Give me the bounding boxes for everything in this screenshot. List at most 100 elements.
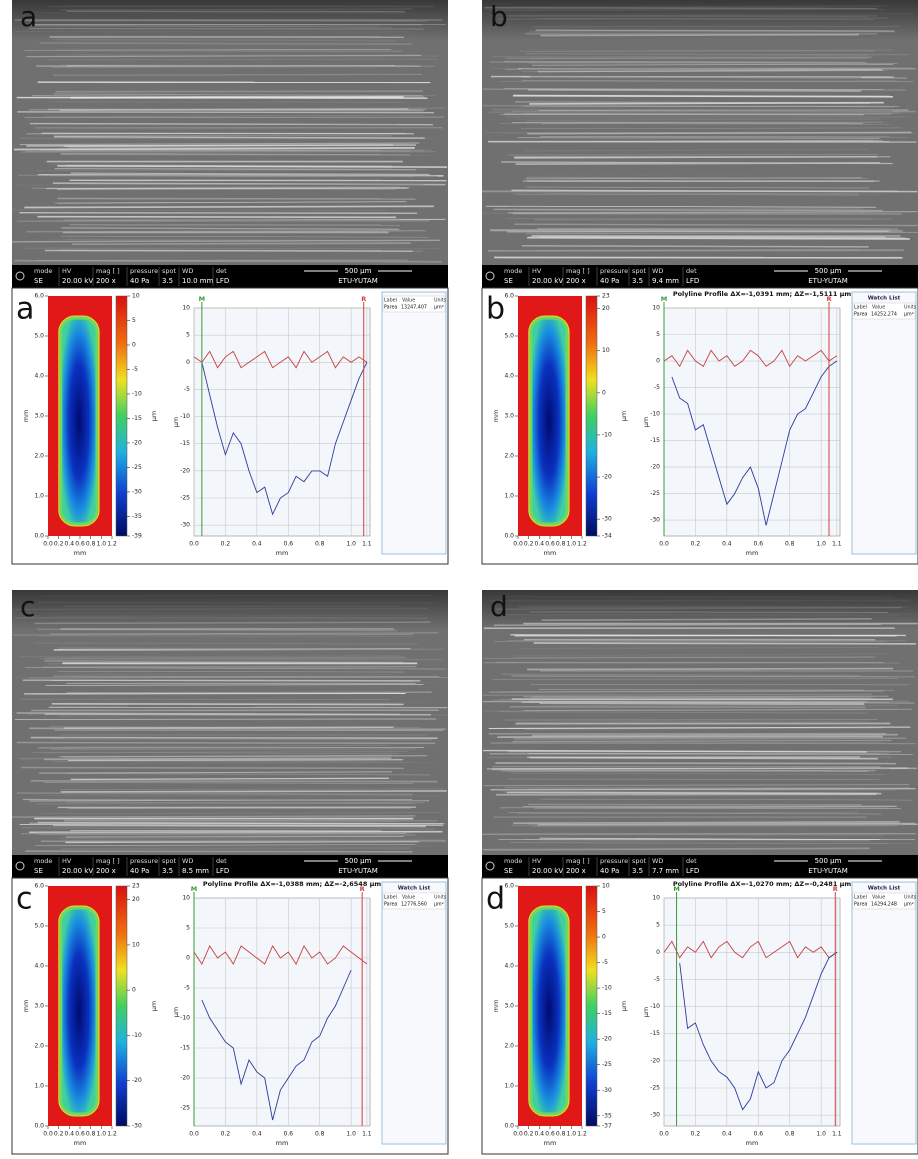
sem-shade [12,590,448,630]
colorbar-tick-label: -10 [132,1032,142,1039]
pit-region [531,908,567,1114]
y-tick-label: 5.0 [34,923,44,930]
sem-label: mag [ ] [566,267,590,275]
colorbar-tick-label: 10 [602,347,610,354]
sem-streak [534,219,891,220]
colorbar-label: μm [150,411,158,421]
sem-streak [54,739,432,740]
x-tick-label: 1.0 [567,1131,577,1138]
panel-letter: b [490,0,508,33]
colorbar-tick-label: -30 [132,1123,142,1130]
colorbar-tick-label: -10 [602,431,612,438]
watch-list-header: Label [384,895,397,901]
y-tick-label: -25 [650,1085,660,1092]
x-tick-label: 0.0 [43,1131,53,1138]
scale-bar-label: 500 μm [345,267,372,275]
colorbar [586,296,597,536]
sem-streak [24,206,433,207]
x-tick-label: 0.4 [252,1131,262,1138]
colorbar-tick-label: 0 [132,341,136,348]
y-tick-label: 10 [182,305,190,312]
sem-value: 9.4 mm [652,277,679,285]
y-tick-label: 0.0 [34,1123,44,1130]
scale-bar-label: 500 μm [345,857,372,865]
x-axis-label: mm [276,1139,289,1147]
x-axis-label: mm [746,549,759,557]
x-tick-label: 0.6 [75,541,85,548]
x-tick-label: 0.4 [65,1131,75,1138]
watch-list-header: Value [872,895,885,901]
sem-streak [40,150,425,151]
sem-value: LFD [686,867,699,875]
y-tick-label: -15 [650,437,660,444]
sem-label: HV [62,857,72,865]
y-axis-label: μm [642,1007,650,1017]
sem-streak [62,848,411,849]
panel-letter: d [490,590,508,623]
x-tick-label: 0.6 [754,541,764,548]
sem-label: spot [162,857,176,865]
colorbar-tick-label: 10 [602,883,610,890]
facility: ETU-YUTAM [338,277,377,285]
sem-streak [512,676,915,677]
y-tick-label: 5 [656,922,660,929]
watch-list-cell: μm² [434,306,444,311]
sem-value: SE [34,277,43,285]
y-tick-label: 4.0 [504,373,514,380]
colorbar-tick-label: 0 [132,987,136,994]
colorbar-tick-label: 20 [132,896,140,903]
sem-label: mode [504,857,522,865]
facility: ETU-YUTAM [808,867,847,875]
sem-streak [25,851,412,852]
watch-list-header: Units [434,298,447,304]
x-tick-label: 1.1 [832,1131,842,1138]
colorbar-tick-label: 5 [132,317,136,324]
colorbar-tick-label: -35 [602,1112,612,1119]
watch-list-cell: 14252,274 [871,312,897,318]
watch-list-header: Label [854,895,867,901]
sem-value: LFD [686,277,699,285]
sem-streak [530,77,861,78]
watch-list-header: Units [434,895,447,901]
watch-list-cell: 13247,407 [401,305,427,311]
sem-streak [19,213,417,214]
panel-letter: c [16,882,33,917]
sem-streak [514,738,906,739]
sem-streak [67,692,432,693]
x-tick-label: 1.0 [97,1131,107,1138]
x-tick-label: 0.2 [524,541,534,548]
y-tick-label: -25 [180,1105,190,1112]
y-tick-label: 3.0 [504,1003,514,1010]
sem-label: mode [504,267,522,275]
y-tick-label: 4.0 [34,373,44,380]
y-tick-label: 6.0 [34,293,44,300]
colorbar-tick-label: -37 [602,1123,612,1130]
x-tick-label: 1.0 [97,541,107,548]
colorbar-tick-label: -5 [602,959,608,966]
sem-label: WD [652,267,663,275]
scale-bar-label: 500 μm [815,267,842,275]
y-tick-label: -20 [650,1057,660,1064]
cursor-label: M [199,295,205,303]
x-axis-label: mm [544,1139,557,1147]
x-tick-label: 0.2 [524,1131,534,1138]
x-tick-label: 0.0 [189,1131,199,1138]
sem-label: HV [532,857,542,865]
sem-streak [510,707,866,708]
y-axis-label: mm [22,410,30,423]
sem-streak [70,97,403,98]
x-tick-label: 0.6 [545,1131,555,1138]
watch-list-title: Watch List [398,886,431,892]
sem-streak [72,243,411,244]
profile-title: Polyline Profile ΔX=-1,0388 mm; ΔZ=-2,65… [203,880,382,888]
sem-streak [534,643,916,644]
sem-streak [528,90,861,91]
y-tick-label: 5 [656,331,660,338]
x-tick-label: 1.0 [567,541,577,548]
y-tick-label: -5 [654,384,660,391]
sem-streak [64,727,393,728]
x-tick-label: 0.0 [513,1131,523,1138]
